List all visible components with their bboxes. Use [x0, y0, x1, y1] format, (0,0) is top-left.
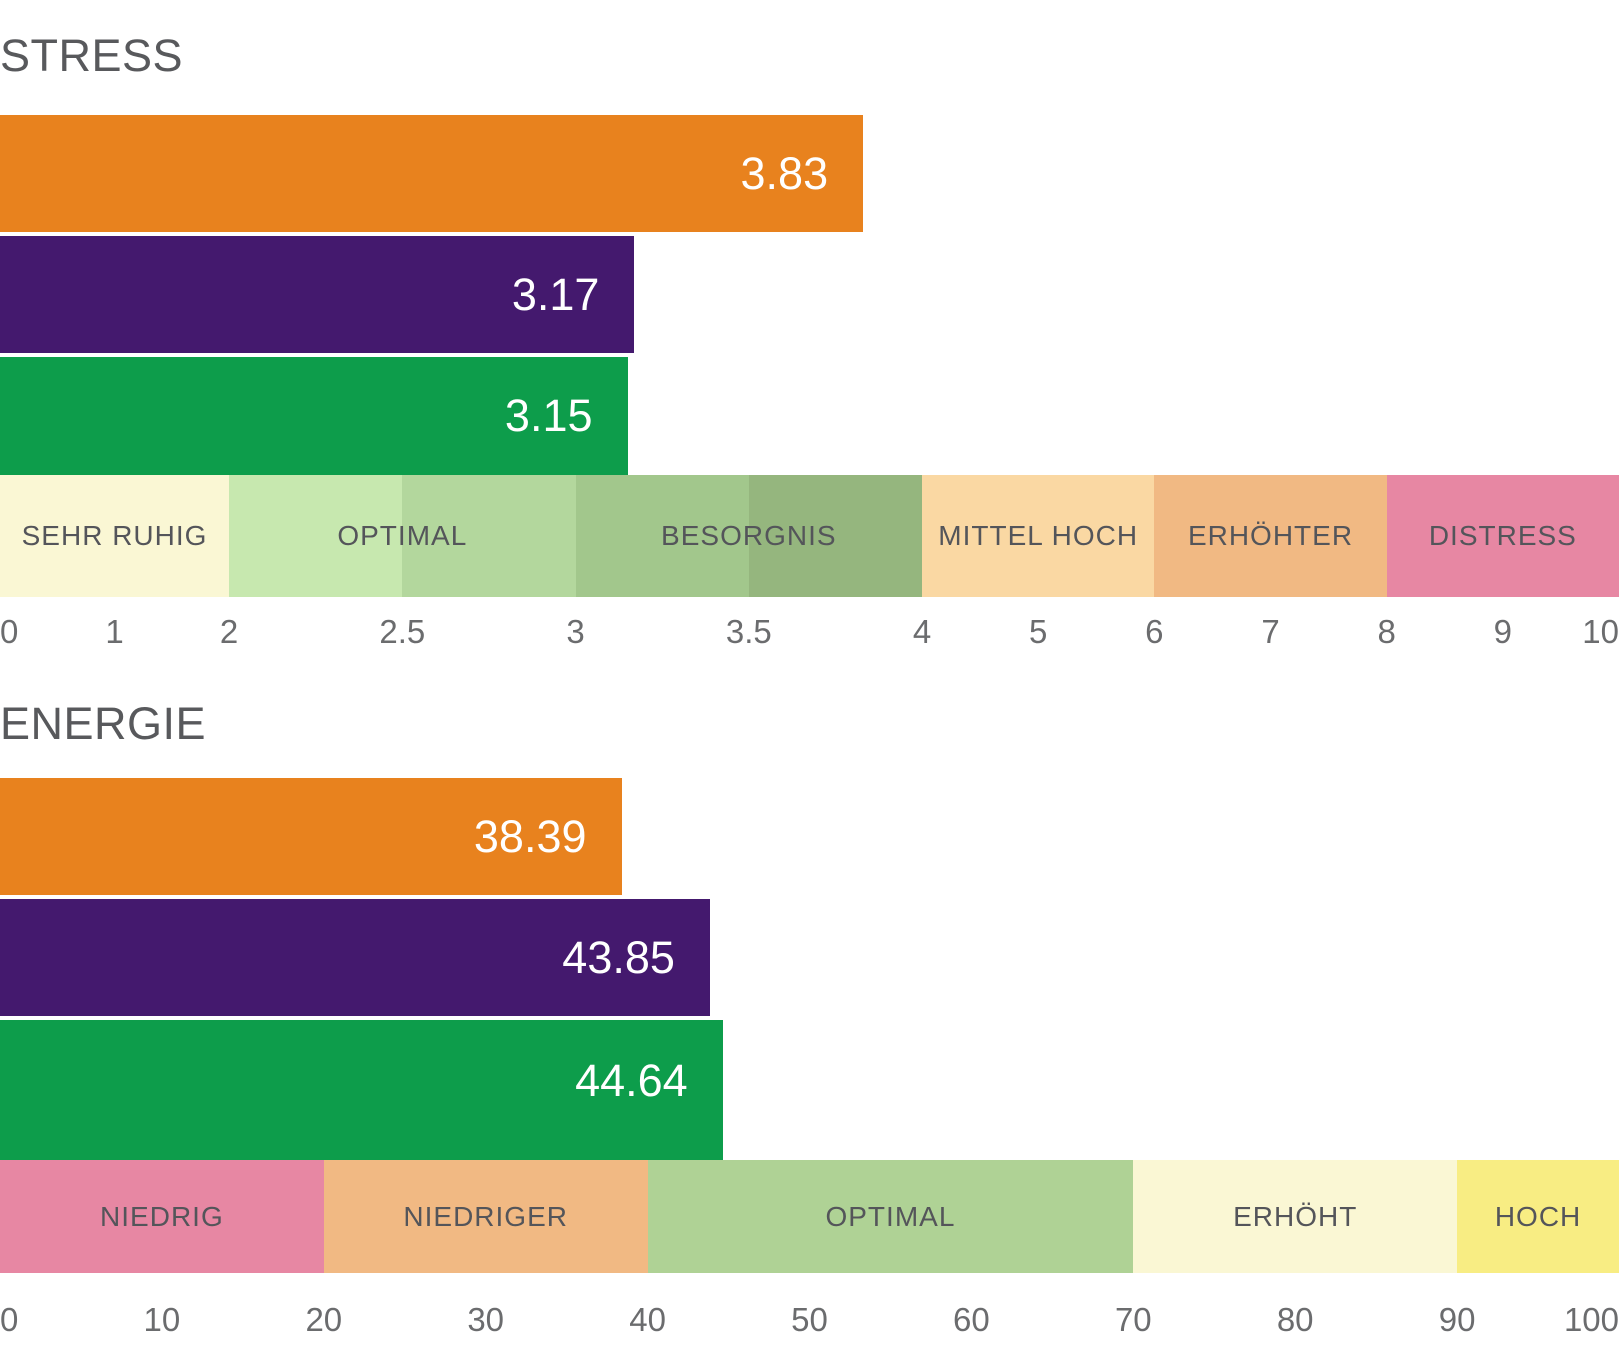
zone-label: SEHR RUHIG: [21, 520, 208, 551]
axis-tick-label: 40: [629, 1301, 666, 1338]
value-bar-green: 3.15: [0, 357, 628, 475]
zone-label: OPTIMAL: [825, 1200, 956, 1232]
energy-chart-title: ENERGIE: [0, 698, 207, 749]
axis-tick-label: 10: [143, 1301, 181, 1338]
axis-tick-label: 0: [0, 613, 19, 650]
value-bar-orange: 38.39: [0, 778, 622, 895]
axis-tick-label: 5: [1028, 613, 1048, 650]
zone-label: DISTRESS: [1428, 520, 1577, 551]
zone-label: BESORGNIS: [661, 520, 837, 551]
axis-tick-label: 2.5: [379, 613, 426, 650]
zone-cell: [647, 1160, 1134, 1273]
axis-tick-label: 1: [105, 613, 124, 650]
zone-cell: [1457, 1160, 1619, 1273]
stress-zone-band: SEHR RUHIG OPTIMAL BESORGNIS MITTEL HOCH ERH…: [0, 475, 1619, 597]
stress-bar-area: 3.83 3.17 3.15: [0, 0, 1619, 662]
zone-cell: [402, 475, 576, 597]
energy-axis-ticks: 0 10 20 30 40 50 60 70 80 90 100: [0, 1297, 1619, 1343]
axis-tick-label: 20: [305, 1301, 343, 1338]
zone-label: ERHÖHT: [1233, 1200, 1358, 1232]
axis-tick-label: 8: [1377, 613, 1396, 650]
axis-tick-label: 70: [1114, 1301, 1152, 1338]
zone-cell: [1154, 475, 1387, 597]
axis-tick-label: 60: [953, 1301, 990, 1338]
bar-value-label: 43.85: [562, 931, 675, 983]
stress-chart-title: STRESS: [0, 30, 184, 81]
zone-label: NIEDRIGER: [403, 1200, 568, 1232]
stress-chart: STRESS 3.83 3.17 3.15 SEHR RUHIG OPTIMAL BES…: [0, 0, 1619, 662]
zone-cell: [1133, 1160, 1458, 1273]
energy-bar-area: 38.39 43.85 44.64: [0, 662, 1619, 1359]
axis-tick-label: 6: [1145, 613, 1164, 650]
zone-cell: [748, 475, 922, 597]
axis-tick-label: 90: [1438, 1301, 1476, 1338]
energy-chart: ENERGIE 38.39 43.85 44.64 NIEDRIG NIEDRIGER…: [0, 662, 1619, 1359]
stress-axis-ticks: 0 1 2 2.5 3 3.5 4 5 6 7 8 9 10: [0, 609, 1619, 655]
bar-value-label: 3.83: [740, 147, 829, 199]
axis-tick-label: 50: [791, 1301, 828, 1338]
axis-tick-label: 100: [1563, 1301, 1619, 1338]
axis-tick-label: 3.5: [725, 613, 772, 650]
axis-tick-label: 7: [1261, 613, 1280, 650]
bar-value-label: 3.17: [511, 268, 600, 320]
energy-zone-band: NIEDRIG NIEDRIGER OPTIMAL ERHÖHT HOCH: [0, 1160, 1619, 1273]
bar-value-label: 44.64: [575, 1055, 688, 1106]
bar-value-label: 3.15: [504, 390, 593, 441]
bar-value-label: 38.39: [473, 810, 587, 862]
axis-tick-label: 30: [467, 1301, 505, 1338]
zone-label: HOCH: [1494, 1200, 1582, 1232]
zone-cell: [0, 475, 230, 597]
zone-label: MITTEL HOCH: [938, 520, 1139, 551]
zone-cell: [1386, 475, 1619, 597]
axis-tick-label: 9: [1493, 613, 1513, 650]
zone-label: ERHÖHTER: [1187, 520, 1354, 551]
zone-cell: [229, 475, 403, 597]
zone-cell: [0, 1160, 324, 1273]
zone-cell: [323, 1160, 648, 1273]
value-bar-orange: 3.83: [0, 115, 864, 232]
value-bar-purple: 43.85: [0, 899, 710, 1016]
zone-label: NIEDRIG: [100, 1200, 224, 1232]
axis-tick-label: 80: [1276, 1301, 1314, 1338]
axis-tick-label: 10: [1582, 613, 1619, 650]
axis-tick-label: 3: [566, 613, 585, 650]
value-bar-green: 44.64: [0, 1020, 723, 1160]
axis-tick-label: 4: [912, 613, 932, 650]
zone-label: OPTIMAL: [337, 520, 468, 551]
zone-cell: [922, 475, 1155, 597]
axis-tick-label: 2: [219, 613, 239, 650]
zone-cell: [575, 475, 749, 597]
value-bar-purple: 3.17: [0, 236, 635, 353]
axis-tick-label: 0: [0, 1301, 19, 1338]
